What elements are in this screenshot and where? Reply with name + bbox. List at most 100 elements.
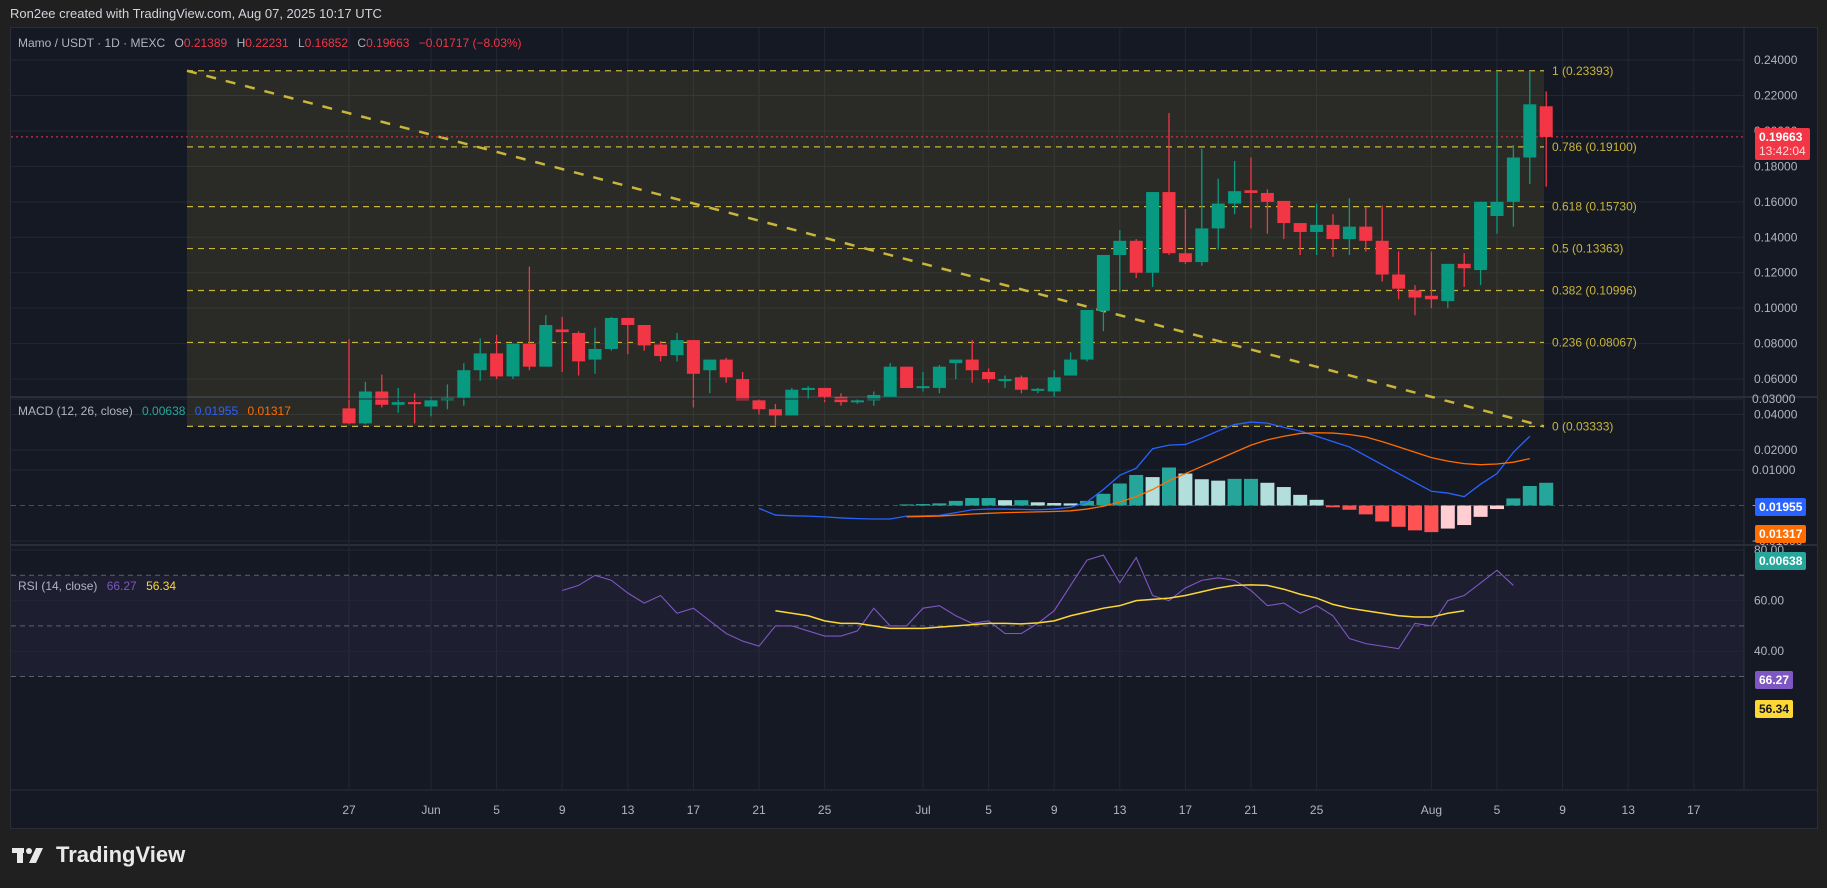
time-axis-label: 27: [342, 803, 356, 817]
candle-body: [1031, 388, 1045, 391]
time-axis-label: 13: [1113, 803, 1127, 817]
macd-histogram-bar: [1145, 477, 1160, 506]
candle-body: [1326, 224, 1340, 240]
time-axis-label: 9: [1051, 803, 1058, 817]
macd-histogram-bar: [1358, 505, 1373, 515]
macd-histogram-bar: [1408, 505, 1422, 531]
time-axis-label: 17: [1179, 803, 1193, 817]
macd-histogram-bar: [1178, 473, 1193, 506]
macd-histogram-bar: [1424, 505, 1439, 533]
candle-body: [342, 408, 356, 424]
signal-line: [906, 432, 1530, 518]
candle-body: [670, 340, 684, 356]
macd-title: MACD (12, 26, close): [18, 404, 133, 418]
symbol-title: Mamo / USDT · 1D · MEXC: [18, 36, 166, 50]
candle-body: [900, 366, 914, 388]
macd-histogram-bar: [1211, 480, 1226, 506]
candle-body: [1408, 290, 1422, 298]
candle-body: [1129, 240, 1143, 273]
tradingview-logo[interactable]: TradingView: [12, 842, 185, 868]
time-axis-label: 5: [985, 803, 992, 817]
time-axis-label: 17: [687, 803, 701, 817]
macd-histogram-bar: [1096, 493, 1111, 506]
candle-body: [703, 359, 717, 371]
candle-body: [588, 348, 602, 360]
signal-tag: 0.01317: [1755, 525, 1807, 543]
macd-histogram-bar: [1342, 505, 1357, 510]
time-axis-label: 21: [752, 803, 766, 817]
time-axis-label: Jun: [421, 803, 440, 817]
candle-body: [1539, 106, 1553, 137]
macd-histogram-bar: [1539, 482, 1554, 506]
candle-body: [1096, 254, 1110, 311]
rsi-axis-label: 60.00: [1754, 594, 1784, 608]
macd-histogram-bar: [1227, 478, 1242, 506]
candle-body: [1293, 223, 1307, 232]
macd-signal-value: 0.01317: [247, 404, 291, 418]
candle-body: [932, 366, 946, 388]
macd-histogram-bar: [1440, 505, 1455, 529]
macd-histogram-bar: [1293, 494, 1308, 506]
time-axis-label: 9: [559, 803, 566, 817]
rsi-ma-tag: 56.34: [1755, 700, 1794, 718]
ohlc-open: O0.21389: [174, 36, 228, 50]
candle-body: [1310, 224, 1324, 232]
candle-body: [801, 387, 815, 390]
candle-body: [490, 353, 504, 377]
candle-body: [785, 389, 799, 416]
macd-histogram-bar: [1473, 505, 1488, 517]
rsi-value: 66.27: [106, 579, 137, 593]
candle-body: [424, 400, 438, 407]
macd-histogram-bar: [1326, 505, 1340, 508]
candle-body: [506, 343, 520, 377]
time-axis-label: 17: [1687, 803, 1701, 817]
candle-body: [1474, 201, 1488, 271]
time-axis-label: Jul: [915, 803, 930, 817]
candle-body: [1113, 240, 1127, 255]
chart-panel[interactable]: 27 Jun 5 9 13 17 21 25 Jul 5 9 13 17 21 25 Aug 5 9 13 17 0.2…: [10, 27, 1818, 829]
tradingview-brand: TradingView: [56, 842, 186, 867]
macd-histogram-bar: [1162, 467, 1176, 506]
last-price: 0.19663: [1759, 130, 1803, 144]
price-axis-label: 0.22000: [1754, 88, 1798, 102]
macd-legend[interactable]: MACD (12, 26, close) 0.00638 0.01955 0.0…: [18, 404, 297, 418]
candle-body: [1047, 377, 1061, 392]
candle-body: [408, 402, 422, 405]
candle-body: [621, 317, 635, 326]
symbol-legend[interactable]: Mamo / USDT · 1D · MEXC O0.21389 H0.2223…: [18, 36, 528, 50]
macd-histogram-bar: [1309, 499, 1324, 506]
macd-histogram-bar: [1063, 503, 1078, 506]
macd-histogram-bar: [932, 503, 947, 506]
candle-body: [867, 395, 881, 401]
macd-histogram-bar: [1047, 503, 1062, 506]
macd-histogram-bar: [899, 504, 914, 506]
price-axis-label: 0.10000: [1754, 301, 1798, 315]
candle-body: [768, 409, 782, 416]
macd-histogram-bar: [1375, 505, 1390, 522]
candle-body: [1228, 191, 1242, 204]
macd-histogram-bar: [981, 498, 996, 506]
chart-canvas[interactable]: 27 Jun 5 9 13 17 21 25 Jul 5 9 13 17 21 25 Aug 5 9 13 17 0.2…: [11, 28, 1817, 828]
macd-histogram-bar: [1260, 482, 1275, 506]
rsi-legend[interactable]: RSI (14, close) 66.27 56.34: [18, 579, 182, 593]
macd-histogram-bar: [1522, 485, 1537, 506]
macd-histogram-bar: [1014, 500, 1029, 506]
candle-body: [916, 386, 930, 389]
candle-body: [1064, 359, 1078, 376]
rsi-title: RSI (14, close): [18, 579, 98, 593]
fib-level-label: 0 (0.03333): [1552, 419, 1613, 433]
candle-body: [1244, 190, 1258, 193]
candle-body: [473, 353, 487, 371]
macd-histogram-bar: [1457, 505, 1472, 526]
macd-line-value: 0.01955: [194, 404, 239, 418]
candle-body: [391, 402, 405, 405]
candle-body: [1178, 253, 1192, 263]
candle-body: [1506, 157, 1520, 202]
macd-histogram-bar: [1080, 500, 1094, 506]
tradingview-logo-icon: [12, 848, 43, 863]
candle-body: [1523, 104, 1537, 158]
candle-body: [736, 379, 750, 401]
price-axis-label: 0.18000: [1754, 159, 1798, 173]
price-axis-label: 0.16000: [1754, 195, 1798, 209]
time-axis-label: 25: [1310, 803, 1324, 817]
